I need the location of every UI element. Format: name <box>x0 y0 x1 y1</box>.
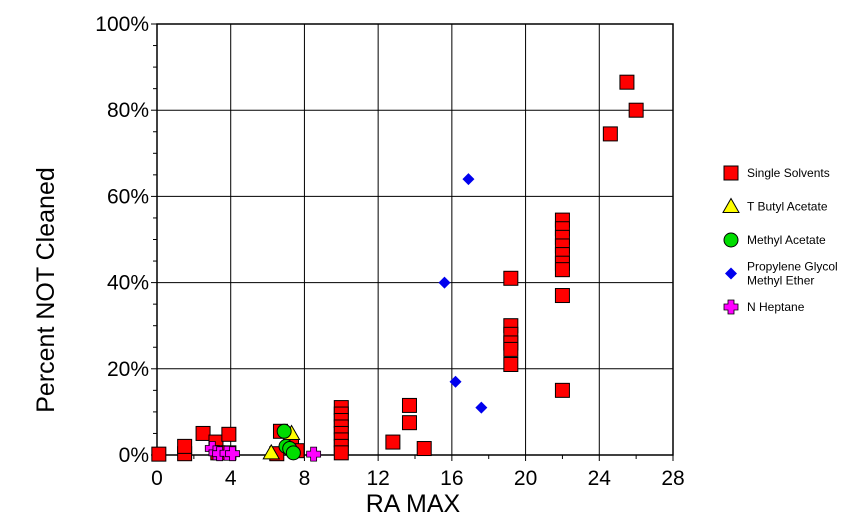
x-tick-label: 12 <box>366 467 389 490</box>
y-tick-label: 80% <box>107 99 149 122</box>
data-point <box>195 425 211 441</box>
data-point <box>221 426 237 442</box>
y-tick-label: 40% <box>107 272 149 295</box>
legend-label: Single Solvents <box>747 166 830 180</box>
data-point <box>503 341 519 357</box>
y-tick-label: 60% <box>107 185 149 208</box>
data-point <box>503 356 519 372</box>
series-cross-square <box>204 441 322 462</box>
x-tick-label: 16 <box>440 467 463 490</box>
series-diamond <box>438 173 488 414</box>
grid-lines <box>156 23 674 456</box>
legend-marker <box>723 299 739 315</box>
y-tick-label: 100% <box>95 13 149 36</box>
legend: Single Solvents T Butyl Acetate Methyl Ace… <box>722 165 838 315</box>
data-point <box>262 443 281 460</box>
x-tick-label: 20 <box>514 467 537 490</box>
x-tick-label: 4 <box>225 467 237 490</box>
legend-label: Methyl Ether <box>747 274 814 288</box>
data-point <box>401 397 417 413</box>
y-tick-label: 0% <box>119 444 149 467</box>
y-axis-label: Percent NOT Cleaned <box>32 167 60 413</box>
data-point <box>401 415 417 431</box>
data-point <box>151 446 167 462</box>
x-tick-label: 0 <box>151 467 163 490</box>
data-point <box>619 74 635 90</box>
data-points <box>151 74 644 462</box>
x-axis-label: RA MAX <box>366 490 461 518</box>
legend-label: N Heptane <box>747 300 805 314</box>
data-point <box>449 375 462 388</box>
legend-item: N Heptane <box>723 299 805 315</box>
legend-label: Propylene Glycol <box>747 260 838 274</box>
data-point <box>285 445 301 461</box>
x-tick-label: 28 <box>661 467 684 490</box>
data-point <box>225 446 240 462</box>
data-point <box>438 276 451 289</box>
data-point <box>628 102 644 118</box>
legend-marker <box>722 197 740 213</box>
data-point <box>385 434 401 450</box>
data-point <box>416 441 432 457</box>
data-point <box>462 173 475 186</box>
legend-label: T Butyl Acetate <box>747 200 828 214</box>
data-point <box>306 446 322 462</box>
y-tick-label: 20% <box>107 358 149 381</box>
x-tick-label: 8 <box>299 467 311 490</box>
data-point <box>276 423 292 439</box>
data-point <box>554 382 570 398</box>
data-point <box>503 270 519 286</box>
legend-marker <box>723 165 739 181</box>
data-point <box>333 445 349 461</box>
legend-marker <box>723 232 739 248</box>
series-square <box>151 74 644 462</box>
data-point <box>554 288 570 304</box>
data-point <box>177 438 193 454</box>
axis-ticks: 0 4 8 12 16 20 24 28 0% 20% 40% 60% 80% 100% <box>95 13 684 490</box>
legend-item: Single Solvents <box>723 165 830 181</box>
series-circle <box>276 423 301 461</box>
plot-frame <box>156 23 674 456</box>
legend-label: Methyl Acetate <box>747 233 826 247</box>
data-point <box>602 126 618 142</box>
x-tick-label: 24 <box>588 467 612 490</box>
legend-marker <box>725 267 737 280</box>
legend-item: Methyl Acetate <box>723 232 826 248</box>
legend-item: T Butyl Acetate <box>722 197 828 214</box>
data-point <box>475 401 488 414</box>
data-point <box>554 262 570 278</box>
